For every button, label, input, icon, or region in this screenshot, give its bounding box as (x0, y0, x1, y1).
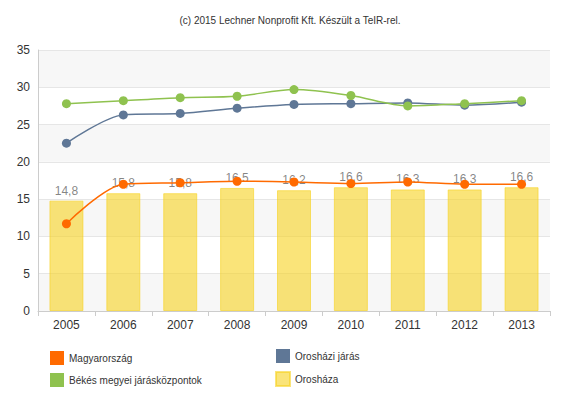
svg-text:30: 30 (17, 80, 31, 94)
svg-text:15,8: 15,8 (111, 176, 135, 191)
svg-text:0: 0 (23, 304, 30, 318)
svg-text:16,6: 16,6 (509, 170, 534, 185)
svg-text:Orosházi járás: Orosházi járás (295, 351, 359, 362)
svg-text:25: 25 (17, 118, 31, 132)
svg-text:16,3: 16,3 (396, 172, 420, 186)
svg-text:20: 20 (17, 155, 31, 169)
svg-text:2012: 2012 (451, 318, 478, 332)
svg-text:2013: 2013 (508, 318, 535, 332)
svg-text:16,2: 16,2 (282, 173, 306, 187)
svg-text:2011: 2011 (395, 318, 421, 332)
svg-text:Orosháza: Orosháza (295, 374, 339, 385)
svg-text:15: 15 (17, 192, 31, 206)
svg-text:35: 35 (17, 43, 31, 57)
svg-text:2006: 2006 (110, 318, 137, 332)
svg-text:2007: 2007 (167, 318, 194, 332)
svg-text:2010: 2010 (338, 318, 365, 332)
svg-text:(c) 2015 Lechner Nonprofit Kft: (c) 2015 Lechner Nonprofit Kft. Készült … (179, 15, 400, 26)
svg-text:2008: 2008 (224, 318, 251, 332)
svg-text:15,8: 15,8 (168, 176, 192, 191)
svg-text:16,6: 16,6 (339, 170, 363, 185)
svg-text:2009: 2009 (281, 318, 308, 332)
svg-text:2005: 2005 (53, 318, 80, 332)
svg-text:16,5: 16,5 (225, 171, 249, 185)
svg-text:Magyarország: Magyarország (69, 353, 132, 364)
svg-text:16,3: 16,3 (453, 172, 477, 187)
svg-text:10: 10 (17, 229, 31, 243)
svg-text:14,8: 14,8 (55, 184, 79, 198)
svg-text:Békés megyei járásközpontok: Békés megyei járásközpontok (69, 375, 203, 386)
svg-text:5: 5 (23, 267, 30, 281)
